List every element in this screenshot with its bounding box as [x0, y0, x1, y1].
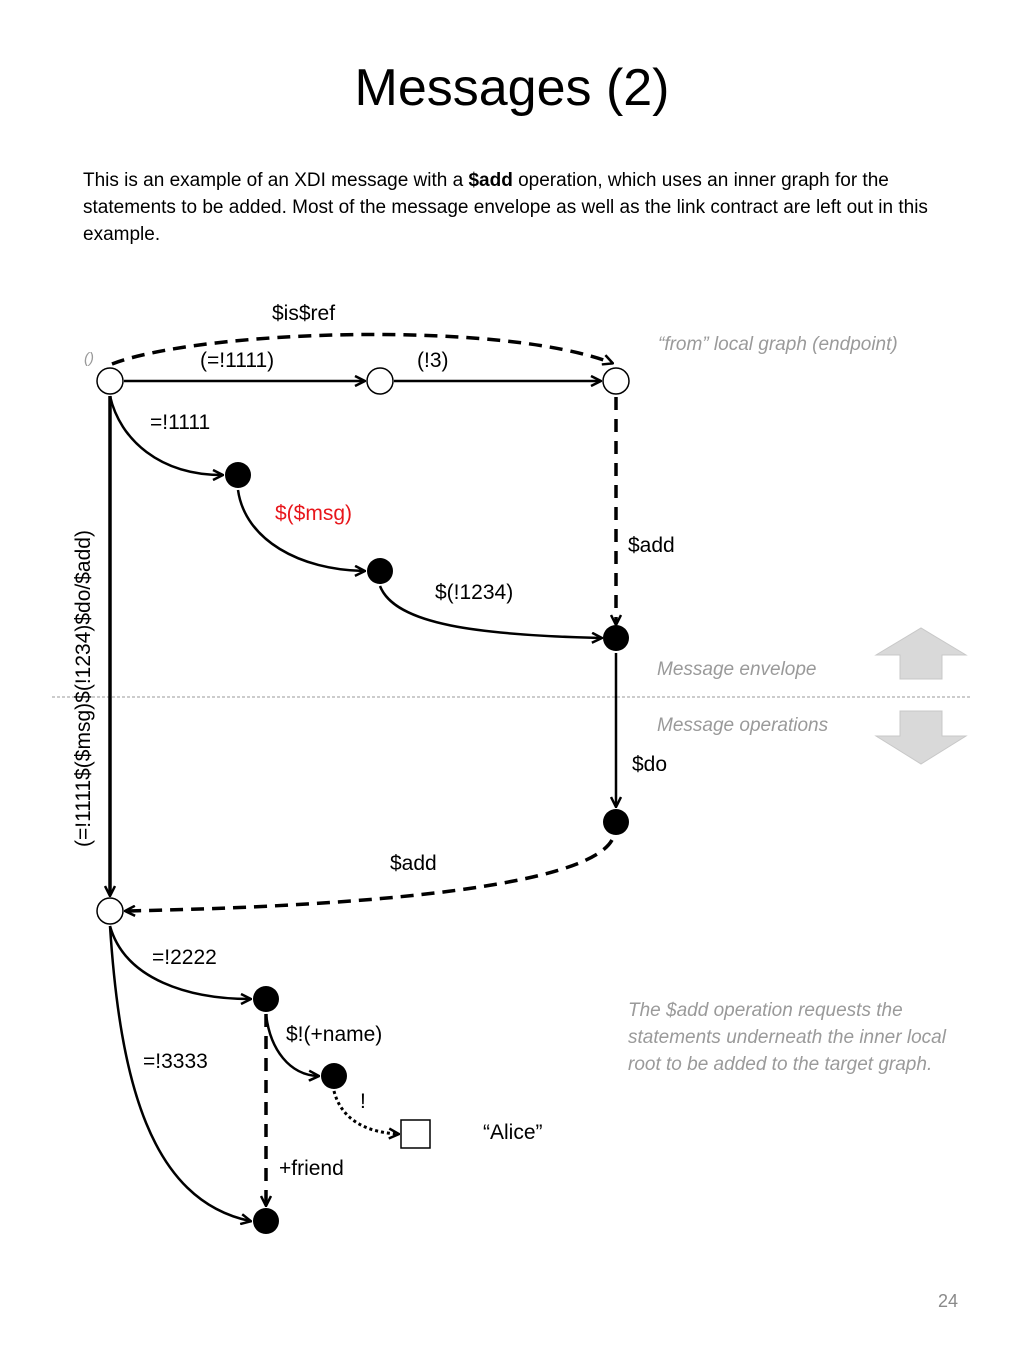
label-top-arc-3: (!3) [417, 349, 449, 372]
node-2222 [253, 986, 279, 1012]
intro-text-before: This is an example of an XDI message wit… [83, 170, 469, 191]
is-ref-arc [111, 332, 612, 364]
edge-1234 [378, 585, 601, 638]
node-3333 [253, 1208, 279, 1234]
label-arc-3333: =!3333 [143, 1050, 208, 1073]
label-literal-value: “Alice” [483, 1121, 543, 1144]
label-arc-2222: =!2222 [152, 946, 217, 969]
side-note: The $add operation requests the statemen… [628, 1000, 946, 1075]
label-arc-msg: $($msg) [275, 502, 352, 525]
label-vertical-path: (=!1111$($msg)$(!1234)$do/$add) [72, 530, 95, 847]
node-message [603, 625, 629, 651]
label-is-ref: $is$ref [272, 302, 335, 325]
label-arc-add-down: $add [628, 534, 675, 557]
root-node [96, 367, 124, 395]
node-msg [367, 558, 393, 584]
label-top-arc-1111: (=!1111) [200, 349, 274, 372]
label-arc-add-back: $add [390, 852, 437, 875]
label-root: () [84, 350, 94, 367]
slide-title: Messages (2) [354, 59, 670, 117]
label-arc-friend: +friend [279, 1157, 344, 1180]
node-1111 [366, 367, 394, 395]
operations-down-arrow-icon [874, 710, 968, 765]
label-arc-literal: ! [360, 1090, 366, 1113]
edge-1111 [108, 395, 222, 475]
intro-text-after: operation, which uses an inner graph for… [83, 170, 928, 245]
node-sender [225, 462, 251, 488]
label-from-graph: “from” local graph (endpoint) [658, 334, 898, 355]
node-do [603, 809, 629, 835]
edge-literal [332, 1090, 398, 1134]
label-arc-1234: $(!1234) [435, 581, 513, 604]
label-envelope: Message envelope [657, 659, 817, 680]
label-arc-1111: =!1111 [150, 411, 210, 434]
literal-node [400, 1119, 431, 1149]
envelope-up-arrow-icon [874, 627, 968, 680]
inner-root-node [96, 897, 124, 925]
node-name [321, 1063, 347, 1089]
label-arc-name: $!(+name) [286, 1023, 382, 1046]
label-operations: Message operations [657, 715, 829, 736]
edge-add-back [126, 839, 614, 911]
label-arc-do: $do [632, 753, 667, 776]
intro-text-bold: $add [468, 170, 513, 191]
page-number: 24 [937, 1291, 958, 1311]
node-from-graph [602, 367, 630, 395]
edge-2222 [108, 925, 250, 999]
edge-3333 [108, 925, 250, 1221]
edge-msg [236, 489, 364, 571]
intro-paragraph: This is an example of an XDI message wit… [83, 167, 933, 248]
